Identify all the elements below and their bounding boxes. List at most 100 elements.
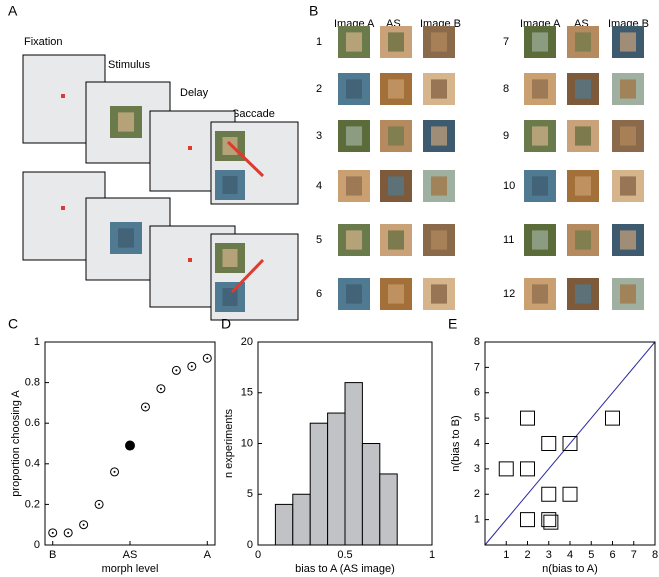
y-tick-label: 4 xyxy=(474,437,480,449)
x-tick-label: AS xyxy=(123,549,138,561)
y-tick-label: 1 xyxy=(34,336,40,348)
image-detail xyxy=(118,228,134,248)
image-detail xyxy=(575,79,591,99)
row-number: 5 xyxy=(316,234,322,246)
x-tick-label: 3 xyxy=(546,549,552,561)
image-detail xyxy=(620,79,636,99)
y-tick-label: 7 xyxy=(474,361,480,373)
row-number: 4 xyxy=(316,180,322,192)
row-number: 9 xyxy=(503,130,509,142)
image-detail xyxy=(620,176,636,196)
data-point xyxy=(498,461,514,477)
point-center xyxy=(113,470,116,473)
fixation-dot xyxy=(188,258,192,262)
x-tick-label: B xyxy=(49,549,56,561)
image-detail xyxy=(532,176,548,196)
axes-box xyxy=(257,341,433,546)
point-center xyxy=(175,369,178,372)
image-detail xyxy=(388,79,404,99)
image-detail xyxy=(620,230,636,250)
image-detail xyxy=(575,284,591,304)
image-detail xyxy=(222,249,238,267)
image-detail xyxy=(346,230,362,250)
y-tick-label: 10 xyxy=(241,437,253,449)
image-detail xyxy=(346,176,362,196)
image-detail xyxy=(388,230,404,250)
bar xyxy=(274,503,294,546)
data-point xyxy=(125,440,135,451)
image-detail xyxy=(431,126,447,146)
image-detail xyxy=(388,176,404,196)
point-center xyxy=(98,503,101,506)
x-axis-label: bias to A (AS image) xyxy=(295,563,395,575)
x-tick-label: 0.5 xyxy=(337,549,352,561)
image-detail xyxy=(532,126,548,146)
data-point xyxy=(562,486,578,502)
image-detail xyxy=(431,284,447,304)
row-number: 7 xyxy=(503,36,509,48)
point-center xyxy=(159,387,162,390)
image-detail xyxy=(532,79,548,99)
row-number: 10 xyxy=(503,180,515,192)
y-axis-label: proportion choosing A xyxy=(10,390,22,497)
image-detail xyxy=(620,32,636,52)
step-label: Saccade xyxy=(232,108,275,120)
image-detail xyxy=(431,79,447,99)
x-axis-label: n(bias to A) xyxy=(542,563,598,575)
point-center xyxy=(51,531,54,534)
point-center xyxy=(144,405,147,408)
bar xyxy=(309,422,329,546)
data-point xyxy=(562,436,578,451)
x-tick-label: 6 xyxy=(609,549,615,561)
fixation-dot xyxy=(188,146,192,150)
row-number: 1 xyxy=(316,36,322,48)
y-axis-label: n(bias to B) xyxy=(450,415,462,471)
y-tick-label: 15 xyxy=(241,387,253,399)
step-label: Stimulus xyxy=(108,59,151,71)
y-tick-label: 0.6 xyxy=(25,417,40,429)
data-point xyxy=(605,410,620,426)
bar xyxy=(379,473,398,546)
y-tick-label: 20 xyxy=(241,336,253,348)
data-point xyxy=(541,486,557,502)
y-axis-label: n experiments xyxy=(223,408,235,478)
x-axis-label: morph level xyxy=(102,563,159,575)
image-detail xyxy=(388,126,404,146)
image-detail xyxy=(575,230,591,250)
step-label: Fixation xyxy=(24,36,63,48)
saccade-line xyxy=(226,140,265,178)
image-detail xyxy=(346,126,362,146)
y-tick-label: 8 xyxy=(474,336,480,348)
bar xyxy=(344,382,363,546)
x-tick-label: 8 xyxy=(652,549,658,561)
image-detail xyxy=(118,112,134,132)
y-tick-label: 0.2 xyxy=(25,498,40,510)
y-tick-label: 2 xyxy=(474,488,480,500)
x-tick-label: 5 xyxy=(588,549,594,561)
image-detail xyxy=(532,230,548,250)
y-tick-label: 0.4 xyxy=(25,458,40,470)
image-detail xyxy=(388,32,404,52)
image-detail xyxy=(532,32,548,52)
data-point xyxy=(520,512,535,528)
x-tick-label: A xyxy=(204,549,212,561)
panel-label: C xyxy=(8,316,18,332)
saccade-line xyxy=(230,258,265,294)
point-center xyxy=(82,523,85,526)
panel-label: E xyxy=(448,316,457,332)
x-tick-label: 1 xyxy=(429,549,435,561)
point-center xyxy=(67,531,70,534)
point-center xyxy=(206,357,209,360)
image-detail xyxy=(431,230,447,250)
bar xyxy=(361,443,381,546)
panel-label: D xyxy=(221,316,231,332)
y-tick-label: 5 xyxy=(247,488,253,500)
fixation-dot xyxy=(61,94,65,98)
panel-label: A xyxy=(8,3,18,19)
data-point xyxy=(541,436,557,451)
x-tick-label: 4 xyxy=(567,549,573,561)
image-detail xyxy=(222,288,238,306)
data-point xyxy=(520,461,535,477)
